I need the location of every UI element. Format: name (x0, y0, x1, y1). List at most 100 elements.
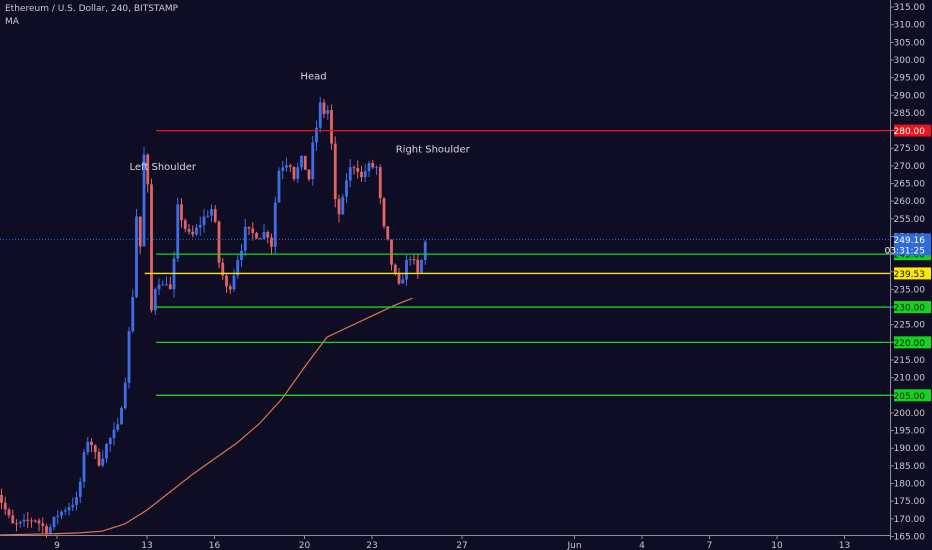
candle[interactable] (333, 136, 337, 208)
candle[interactable] (292, 166, 296, 182)
candle[interactable] (405, 254, 408, 286)
candle[interactable] (22, 513, 26, 528)
candle[interactable] (78, 477, 82, 503)
candle[interactable] (285, 157, 288, 172)
candle[interactable] (153, 287, 157, 316)
candle[interactable] (206, 210, 210, 218)
candle[interactable] (266, 230, 270, 244)
candle[interactable] (225, 272, 228, 293)
candle[interactable] (371, 159, 375, 170)
candle[interactable] (255, 231, 258, 240)
candle[interactable] (187, 224, 191, 235)
candle[interactable] (135, 208, 138, 299)
candle[interactable] (251, 222, 255, 241)
candle[interactable] (146, 153, 150, 193)
candle[interactable] (3, 496, 7, 515)
candle[interactable] (63, 507, 67, 516)
candle[interactable] (401, 274, 405, 284)
candle[interactable] (397, 268, 401, 286)
candle[interactable] (138, 216, 142, 255)
candle[interactable] (195, 223, 198, 237)
candle[interactable] (412, 254, 416, 265)
candle[interactable] (307, 168, 311, 182)
candle[interactable] (408, 256, 412, 266)
moving-average-line[interactable] (0, 297, 413, 536)
candle[interactable] (90, 438, 93, 452)
candle[interactable] (326, 105, 330, 120)
candle[interactable] (243, 219, 247, 257)
candle[interactable] (123, 377, 127, 411)
candle[interactable] (375, 165, 378, 176)
candle[interactable] (352, 165, 356, 175)
candle[interactable] (330, 104, 333, 150)
candle[interactable] (168, 276, 172, 290)
candle[interactable] (240, 244, 243, 267)
candle[interactable] (210, 204, 213, 223)
candle[interactable] (348, 159, 352, 188)
candle[interactable] (228, 283, 232, 294)
candle[interactable] (318, 96, 322, 133)
candle[interactable] (60, 510, 63, 520)
candle[interactable] (262, 224, 266, 241)
candle[interactable] (337, 194, 341, 223)
candle[interactable] (165, 276, 168, 286)
candle[interactable] (116, 417, 120, 433)
candle[interactable] (127, 327, 131, 389)
candle[interactable] (120, 405, 123, 425)
candle[interactable] (270, 233, 273, 256)
candle[interactable] (198, 216, 202, 236)
candle[interactable] (386, 226, 390, 241)
candle[interactable] (423, 239, 427, 265)
candle[interactable] (56, 510, 60, 525)
candle[interactable] (30, 517, 33, 528)
candle[interactable] (191, 225, 195, 238)
candle[interactable] (48, 523, 52, 535)
candle[interactable] (176, 197, 180, 263)
candle[interactable] (33, 519, 37, 524)
candle[interactable] (296, 162, 300, 183)
candle[interactable] (288, 163, 292, 173)
candle[interactable] (41, 517, 45, 534)
candle[interactable] (157, 278, 161, 296)
candle[interactable] (420, 259, 423, 274)
candle[interactable] (7, 507, 11, 519)
candle[interactable] (311, 135, 315, 186)
candle[interactable] (363, 163, 367, 182)
candle[interactable] (15, 519, 18, 532)
candle[interactable] (258, 237, 262, 240)
candle[interactable] (37, 517, 41, 532)
candle[interactable] (82, 448, 86, 488)
candle[interactable] (341, 193, 345, 215)
candle[interactable] (416, 253, 420, 279)
candle[interactable] (86, 436, 90, 456)
candle[interactable] (11, 509, 15, 524)
candle[interactable] (180, 198, 183, 228)
candle[interactable] (273, 196, 277, 254)
candle[interactable] (71, 497, 75, 512)
candle[interactable] (150, 178, 153, 313)
candle[interactable] (142, 146, 146, 247)
candle[interactable] (18, 520, 22, 528)
candle[interactable] (26, 512, 30, 529)
candle[interactable] (202, 209, 206, 233)
candle[interactable] (52, 516, 56, 531)
candle[interactable] (217, 220, 221, 269)
candle[interactable] (281, 160, 285, 180)
candle[interactable] (0, 488, 3, 510)
candle[interactable] (360, 165, 363, 182)
candle[interactable] (277, 167, 281, 203)
candle[interactable] (390, 239, 393, 271)
candle[interactable] (75, 491, 78, 511)
candle[interactable] (101, 450, 105, 468)
candle[interactable] (105, 442, 108, 463)
candle[interactable] (108, 436, 112, 452)
candle[interactable] (97, 448, 101, 467)
candle[interactable] (67, 502, 71, 516)
candle[interactable] (221, 257, 225, 280)
candle[interactable] (213, 205, 217, 224)
candle[interactable] (183, 218, 187, 233)
candle[interactable] (247, 226, 251, 235)
candle[interactable] (345, 173, 348, 203)
candle[interactable] (303, 155, 307, 170)
